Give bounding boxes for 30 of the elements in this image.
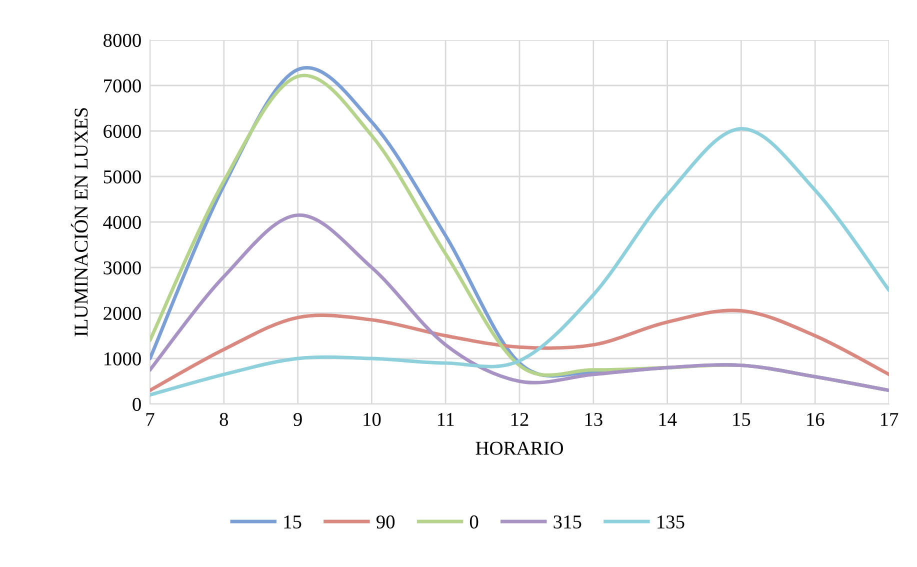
y-axis-title: ILUMINACIÓN EN LUXES bbox=[70, 108, 88, 336]
legend-label: 0 bbox=[470, 515, 478, 529]
y-tick-label: 2000 bbox=[104, 306, 141, 320]
x-tick-label: 15 bbox=[733, 412, 750, 426]
legend-label: 15 bbox=[284, 516, 302, 529]
x-tick-label: 14 bbox=[659, 412, 677, 426]
x-axis-title: HORARIO bbox=[476, 442, 563, 455]
line-series bbox=[150, 308, 889, 392]
x-tick-label: 12 bbox=[511, 412, 528, 426]
legend-label: 90 bbox=[376, 515, 395, 529]
x-tick-label: 11 bbox=[438, 412, 454, 426]
y-tick-label: 1000 bbox=[104, 352, 141, 366]
x-tick-label: 17 bbox=[880, 412, 898, 426]
line-series bbox=[150, 213, 889, 392]
y-tick-label: 0 bbox=[132, 398, 141, 411]
x-tick-label: 9 bbox=[294, 412, 302, 426]
y-tick-label: 8000 bbox=[104, 34, 141, 47]
x-tick-label: 16 bbox=[807, 412, 824, 426]
x-tick-label: 13 bbox=[585, 412, 602, 426]
y-tick-label: 6000 bbox=[104, 124, 141, 138]
legend-label: 315 bbox=[554, 515, 582, 529]
y-tick-label: 3000 bbox=[104, 261, 141, 274]
y-tick-label: 5000 bbox=[104, 170, 141, 184]
y-tick-label: 7000 bbox=[104, 79, 141, 92]
y-tick-label: 4000 bbox=[103, 216, 141, 229]
x-tick-label: 8 bbox=[220, 412, 228, 426]
legend-label: 135 bbox=[658, 515, 684, 529]
x-tick-label: 7 bbox=[146, 413, 154, 426]
line-series bbox=[150, 126, 889, 397]
x-tick-label: 10 bbox=[364, 412, 381, 426]
